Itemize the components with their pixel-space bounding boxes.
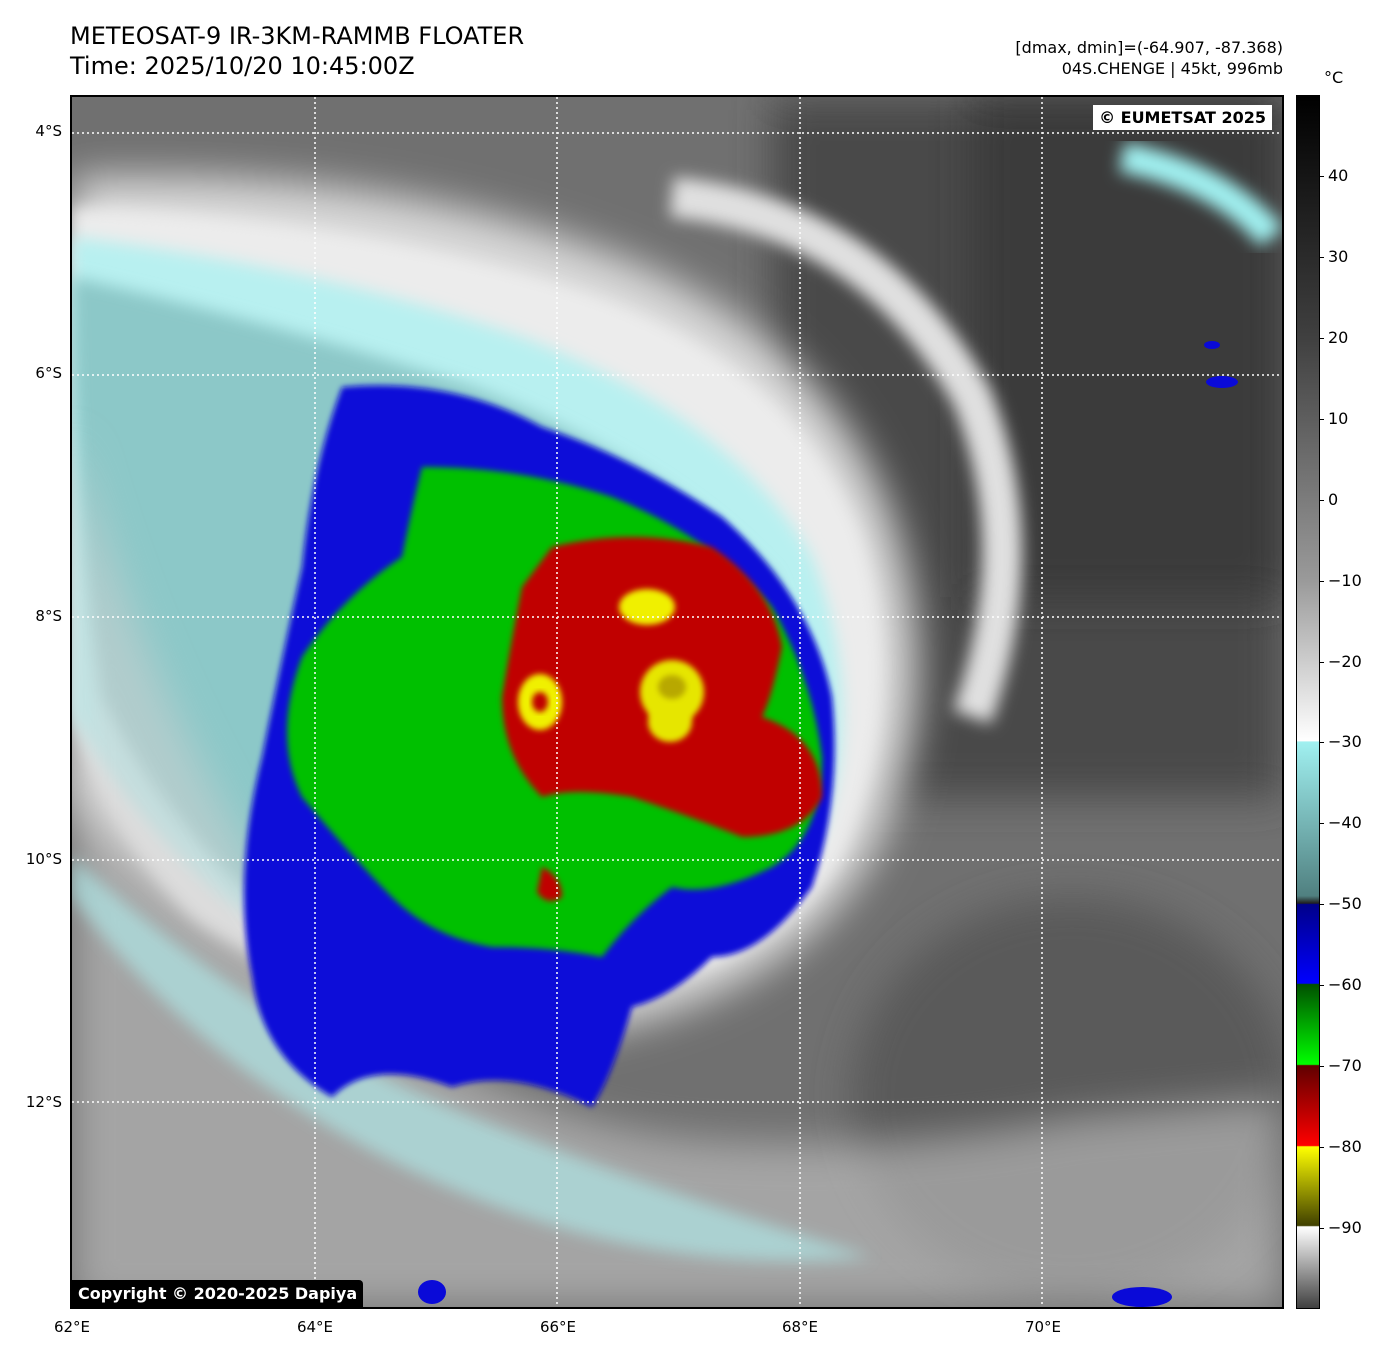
colorbar-tick-mark [1320,256,1324,258]
colorbar-unit: °C [1324,68,1344,87]
lon-label-64e: 64°E [296,1318,334,1336]
colorbar-tick-mark [1320,1228,1324,1230]
lat-label-8s: 8°S [35,607,62,625]
colorbar-tick-label: −50 [1328,894,1362,914]
colorbar-tick-mark [1320,742,1324,744]
colorbar [1296,95,1320,1309]
colorbar-tick-mark [1320,904,1324,906]
graticule [72,97,1282,1307]
lon-label-62e: 62°E [53,1318,91,1336]
colorbar-tick-label: −60 [1328,975,1362,995]
colorbar-tick-mark [1320,985,1324,987]
colorbar-tick-label: −30 [1328,732,1362,752]
colorbar-tick-mark [1320,499,1324,501]
data-range-label: [dmax, dmin]=(-64.907, -87.368) [1015,38,1283,57]
lat-label-6s: 6°S [35,364,62,382]
colorbar-tick-mark [1320,175,1324,177]
colorbar-tick-label: 20 [1328,327,1349,347]
colorbar-tick-label: −90 [1328,1218,1362,1238]
colorbar-tick-mark [1320,580,1324,582]
colorbar-tick-mark [1320,1147,1324,1149]
lon-label-70e: 70°E [1024,1318,1062,1336]
colorbar-tick-label: 40 [1328,165,1349,185]
storm-info-label: 04S.CHENGE | 45kt, 996mb [1061,59,1283,78]
colorbar-tick-label: −10 [1328,570,1362,590]
colorbar-tick-mark [1320,1066,1324,1068]
eumetsat-watermark: © EUMETSAT 2025 [1093,105,1272,130]
colorbar-tick-label: −40 [1328,813,1362,833]
lon-label-66e: 66°E [539,1318,577,1336]
colorbar-tick-label: 30 [1328,246,1349,266]
colorbar-tick-label: 0 [1328,489,1339,509]
lat-label-12s: 12°S [25,1093,62,1111]
title-line-1: METEOSAT-9 IR-3KM-RAMMB FLOATER [70,22,525,50]
colorbar-tick-mark [1320,418,1324,420]
colorbar-tick-mark [1320,337,1324,339]
colorbar-tick-label: 10 [1328,408,1349,428]
lat-label-10s: 10°S [25,850,62,868]
title-line-2: Time: 2025/10/20 10:45:00Z [70,52,415,80]
colorbar-tick-mark [1320,661,1324,663]
colorbar-tick-mark [1320,823,1324,825]
colorbar-tick-label: −80 [1328,1137,1362,1157]
lat-label-4s: 4°S [35,122,62,140]
satellite-imagery [72,97,1282,1307]
colorbar-tick-label: −70 [1328,1056,1362,1076]
dapiya-watermark: Copyright © 2020-2025 Dapiya [72,1280,364,1307]
lon-label-68e: 68°E [781,1318,819,1336]
satellite-map[interactable]: © EUMETSAT 2025 Copyright © 2020-2025 Da… [70,95,1284,1309]
colorbar-tick-label: −20 [1328,651,1362,671]
